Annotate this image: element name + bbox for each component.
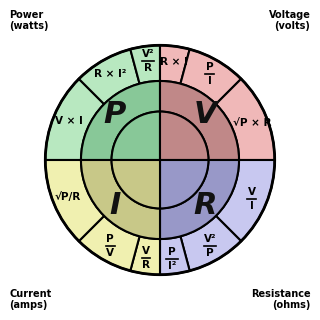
Text: √P/R: √P/R [55,192,81,202]
Text: V: V [142,246,150,256]
Text: V: V [106,248,114,258]
Wedge shape [216,160,275,241]
Text: P: P [206,248,213,258]
Wedge shape [79,216,140,271]
Wedge shape [160,81,239,160]
Wedge shape [160,160,239,239]
Wedge shape [81,160,160,239]
Text: R: R [142,260,150,270]
Text: V²: V² [142,49,154,59]
Text: P: P [168,247,176,257]
Text: R: R [193,190,217,220]
Wedge shape [130,236,160,275]
Text: R × I²: R × I² [94,69,126,79]
Text: V × I: V × I [54,116,83,126]
Wedge shape [160,112,208,160]
Wedge shape [180,49,241,104]
Wedge shape [45,79,104,160]
Text: R: R [144,63,152,73]
Wedge shape [160,160,208,208]
Text: Power
(watts): Power (watts) [10,10,49,31]
Text: Voltage
(volts): Voltage (volts) [268,10,310,31]
Wedge shape [130,45,160,84]
Wedge shape [180,216,241,271]
Wedge shape [81,81,160,160]
Wedge shape [79,49,140,104]
Text: V: V [193,100,217,130]
Text: V: V [247,187,255,197]
Wedge shape [160,45,190,84]
Text: Resistance
(ohms): Resistance (ohms) [251,289,310,310]
Text: I: I [250,201,253,211]
Text: V²: V² [204,234,216,244]
Text: P: P [206,62,213,72]
Text: P: P [107,234,114,244]
Wedge shape [112,160,160,208]
Wedge shape [112,112,160,160]
Wedge shape [216,79,275,160]
Text: I²: I² [168,261,176,271]
Text: Current
(amps): Current (amps) [10,289,52,310]
Wedge shape [160,236,190,275]
Text: P: P [104,100,126,130]
Text: R × I: R × I [160,57,188,67]
Text: √P × R: √P × R [233,118,271,128]
Text: I: I [109,190,121,220]
Wedge shape [45,160,104,241]
Text: I: I [208,76,212,86]
